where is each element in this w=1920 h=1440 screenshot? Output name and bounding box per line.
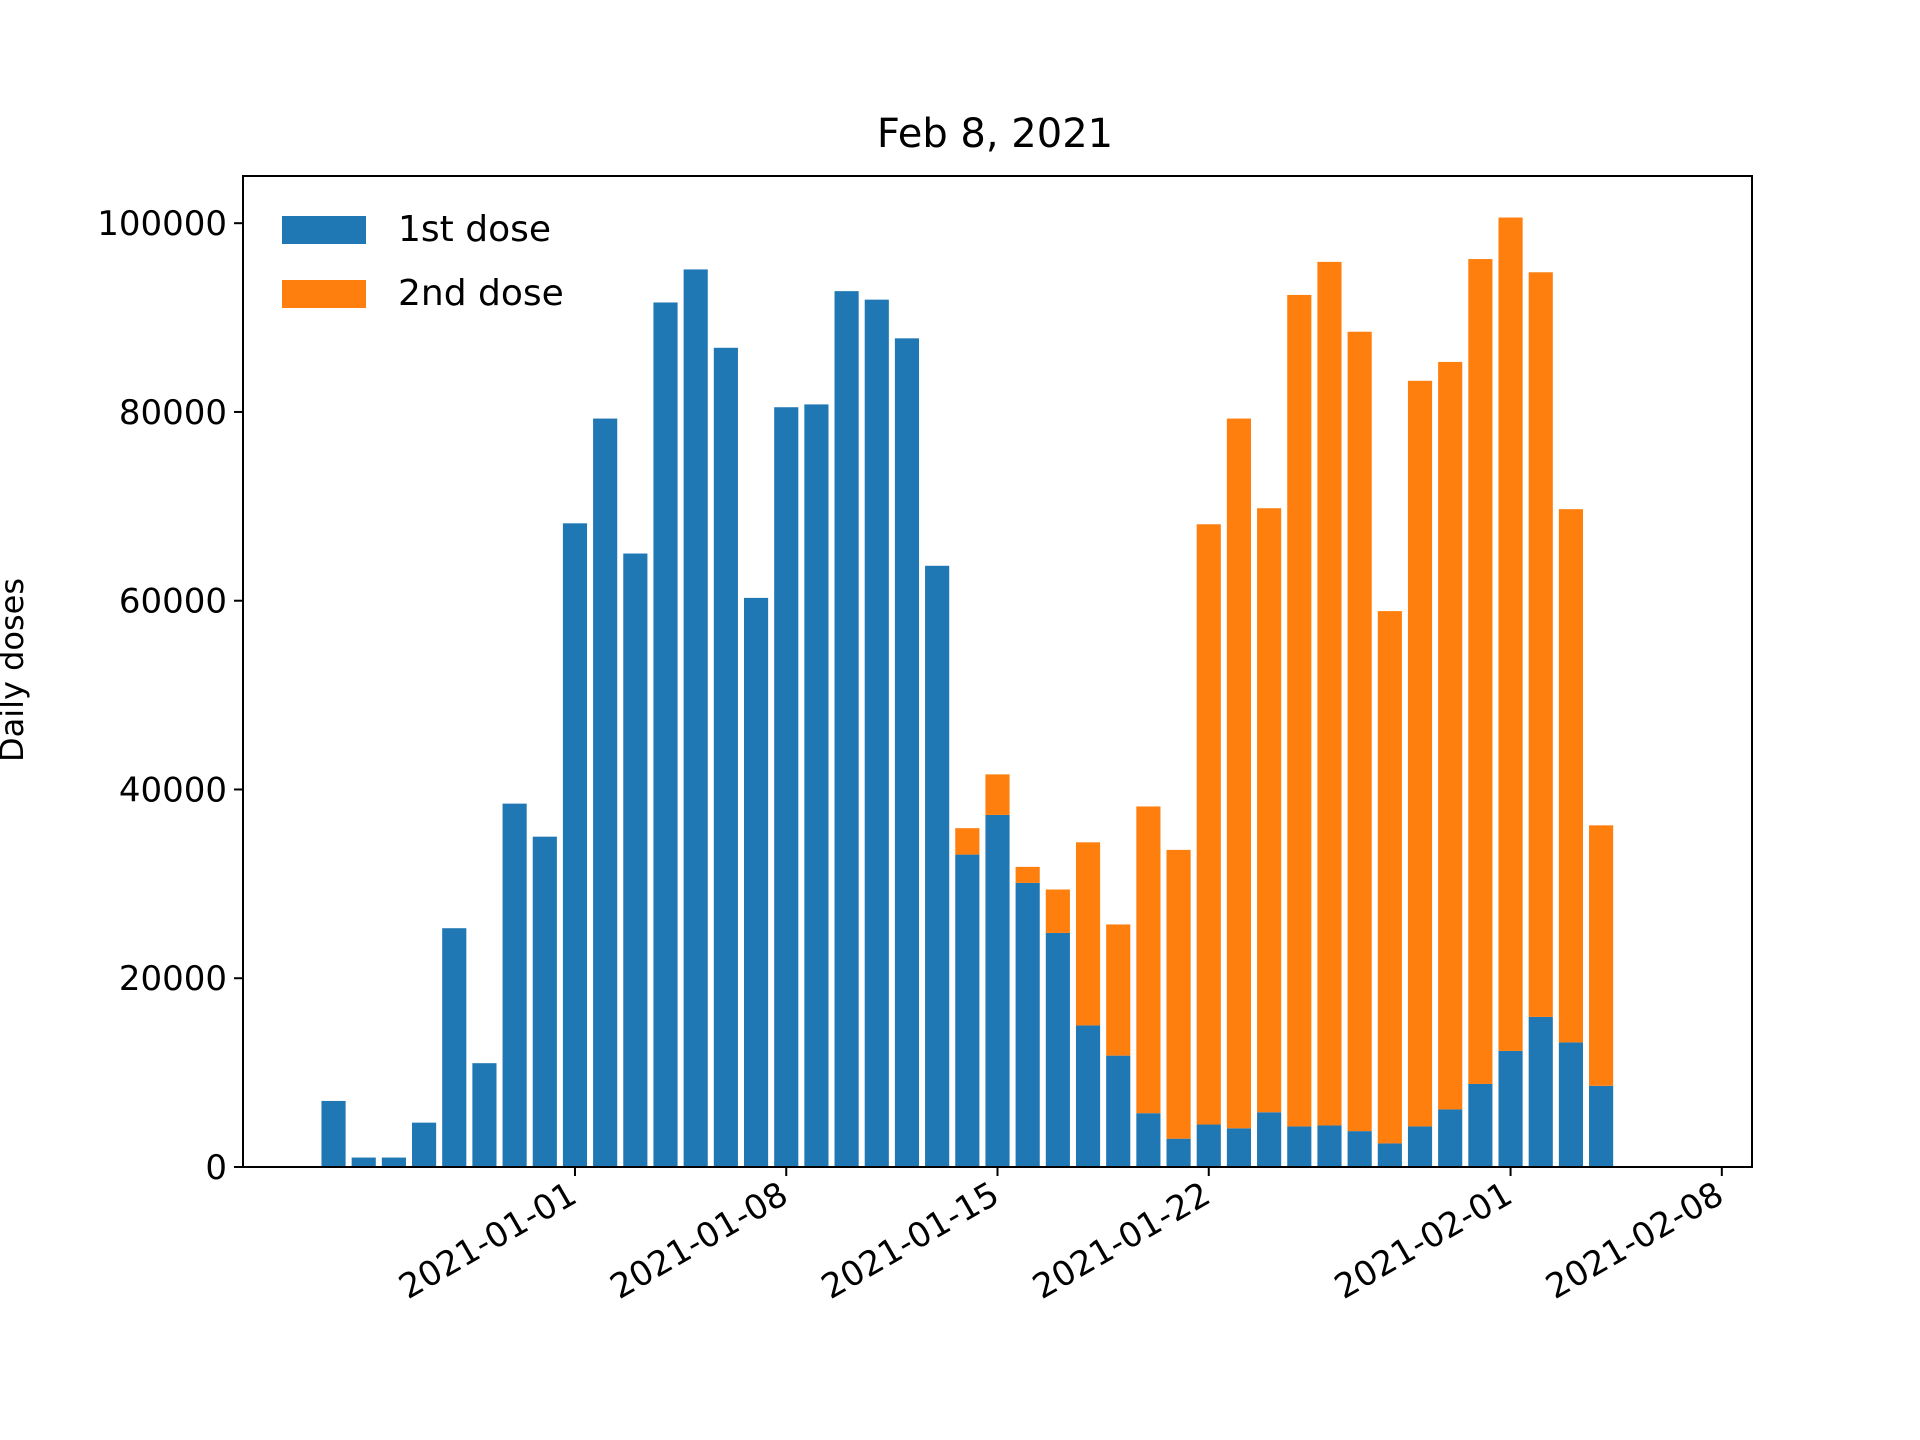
bar-1st-dose bbox=[1196, 1124, 1221, 1167]
y-axis-label: Daily doses bbox=[0, 578, 31, 762]
bar-1st-dose bbox=[381, 1157, 406, 1167]
bar-1st-dose bbox=[1287, 1126, 1312, 1167]
bar-1st-dose bbox=[351, 1157, 376, 1167]
bar-1st-dose bbox=[532, 836, 557, 1167]
bar-1st-dose bbox=[1106, 1055, 1131, 1167]
bar-1st-dose bbox=[1226, 1128, 1252, 1167]
bar-1st-dose bbox=[1498, 1050, 1523, 1167]
legend-swatch bbox=[282, 280, 366, 308]
bar-1st-dose bbox=[1589, 1085, 1614, 1167]
bar-1st-dose bbox=[1136, 1113, 1161, 1167]
bar-1st-dose bbox=[1045, 932, 1070, 1167]
y-tick-label: 0 bbox=[205, 1148, 227, 1188]
bar-2nd-dose bbox=[1075, 842, 1101, 1026]
bar-2nd-dose bbox=[1196, 524, 1221, 1125]
chart-title: Feb 8, 2021 bbox=[877, 111, 1113, 157]
bar-2nd-dose bbox=[1528, 272, 1553, 1017]
bar-2nd-dose bbox=[985, 774, 1010, 815]
bar-2nd-dose bbox=[1468, 259, 1493, 1084]
bar-1st-dose bbox=[1377, 1143, 1402, 1167]
bar-1st-dose bbox=[623, 553, 648, 1167]
bar-2nd-dose bbox=[1136, 806, 1161, 1114]
legend: 1st dose 2nd dose bbox=[282, 209, 564, 314]
bar-1st-dose bbox=[321, 1100, 346, 1167]
bar-1st-dose bbox=[834, 291, 859, 1167]
bar-1st-dose bbox=[593, 418, 618, 1167]
bar-1st-dose bbox=[683, 269, 708, 1167]
bar-1st-dose bbox=[925, 565, 950, 1167]
bar-1st-dose bbox=[412, 1122, 437, 1167]
bar-1st-dose bbox=[894, 338, 920, 1168]
bar-2nd-dose bbox=[1589, 825, 1614, 1086]
bar-2nd-dose bbox=[1317, 261, 1342, 1126]
bar-2nd-dose bbox=[1166, 849, 1191, 1139]
bar-1st-dose bbox=[1438, 1109, 1463, 1167]
bar-1st-dose bbox=[1468, 1083, 1493, 1167]
bar-2nd-dose bbox=[1558, 509, 1583, 1043]
bar-1st-dose bbox=[864, 299, 889, 1167]
bar-2nd-dose bbox=[1377, 611, 1402, 1144]
bar-1st-dose bbox=[1347, 1131, 1372, 1167]
bar-1st-dose bbox=[653, 302, 678, 1168]
bar-2nd-dose bbox=[1015, 866, 1040, 883]
bar-1st-dose bbox=[1407, 1126, 1433, 1167]
legend-label: 2nd dose bbox=[398, 273, 564, 314]
bar-1st-dose bbox=[472, 1063, 497, 1167]
bar-1st-dose bbox=[502, 803, 527, 1167]
y-tick-label: 100000 bbox=[97, 204, 227, 244]
y-tick-label: 40000 bbox=[119, 770, 227, 810]
y-tick-label: 80000 bbox=[119, 393, 227, 433]
bar-2nd-dose bbox=[1045, 889, 1070, 933]
legend-label: 1st dose bbox=[398, 209, 551, 250]
bar-2nd-dose bbox=[1347, 331, 1372, 1132]
bar-1st-dose bbox=[1528, 1016, 1553, 1167]
bar-1st-dose bbox=[1558, 1042, 1583, 1167]
bar-1st-dose bbox=[804, 404, 829, 1167]
bar-1st-dose bbox=[713, 347, 738, 1168]
bar-1st-dose bbox=[1257, 1112, 1282, 1167]
bar-1st-dose bbox=[1317, 1125, 1342, 1167]
bars-layer bbox=[321, 217, 1614, 1168]
bar-2nd-dose bbox=[1438, 361, 1463, 1110]
bar-2nd-dose bbox=[1407, 380, 1433, 1127]
y-tick-label: 60000 bbox=[119, 582, 227, 622]
bar-1st-dose bbox=[1075, 1025, 1101, 1167]
bar-1st-dose bbox=[985, 814, 1010, 1167]
bar-1st-dose bbox=[774, 407, 799, 1167]
bar-1st-dose bbox=[955, 854, 980, 1167]
bar-1st-dose bbox=[1015, 882, 1040, 1167]
bar-1st-dose bbox=[442, 928, 467, 1167]
y-tick-label: 20000 bbox=[119, 959, 227, 999]
bar-1st-dose bbox=[1166, 1138, 1191, 1167]
bar-1st-dose bbox=[562, 523, 588, 1167]
bar-2nd-dose bbox=[1226, 418, 1252, 1129]
bar-1st-dose bbox=[743, 597, 769, 1167]
legend-swatch bbox=[282, 216, 366, 244]
bar-2nd-dose bbox=[955, 828, 980, 855]
bar-2nd-dose bbox=[1257, 508, 1282, 1113]
bar-2nd-dose bbox=[1498, 217, 1523, 1051]
bar-2nd-dose bbox=[1106, 924, 1131, 1056]
bar-2nd-dose bbox=[1287, 294, 1312, 1127]
